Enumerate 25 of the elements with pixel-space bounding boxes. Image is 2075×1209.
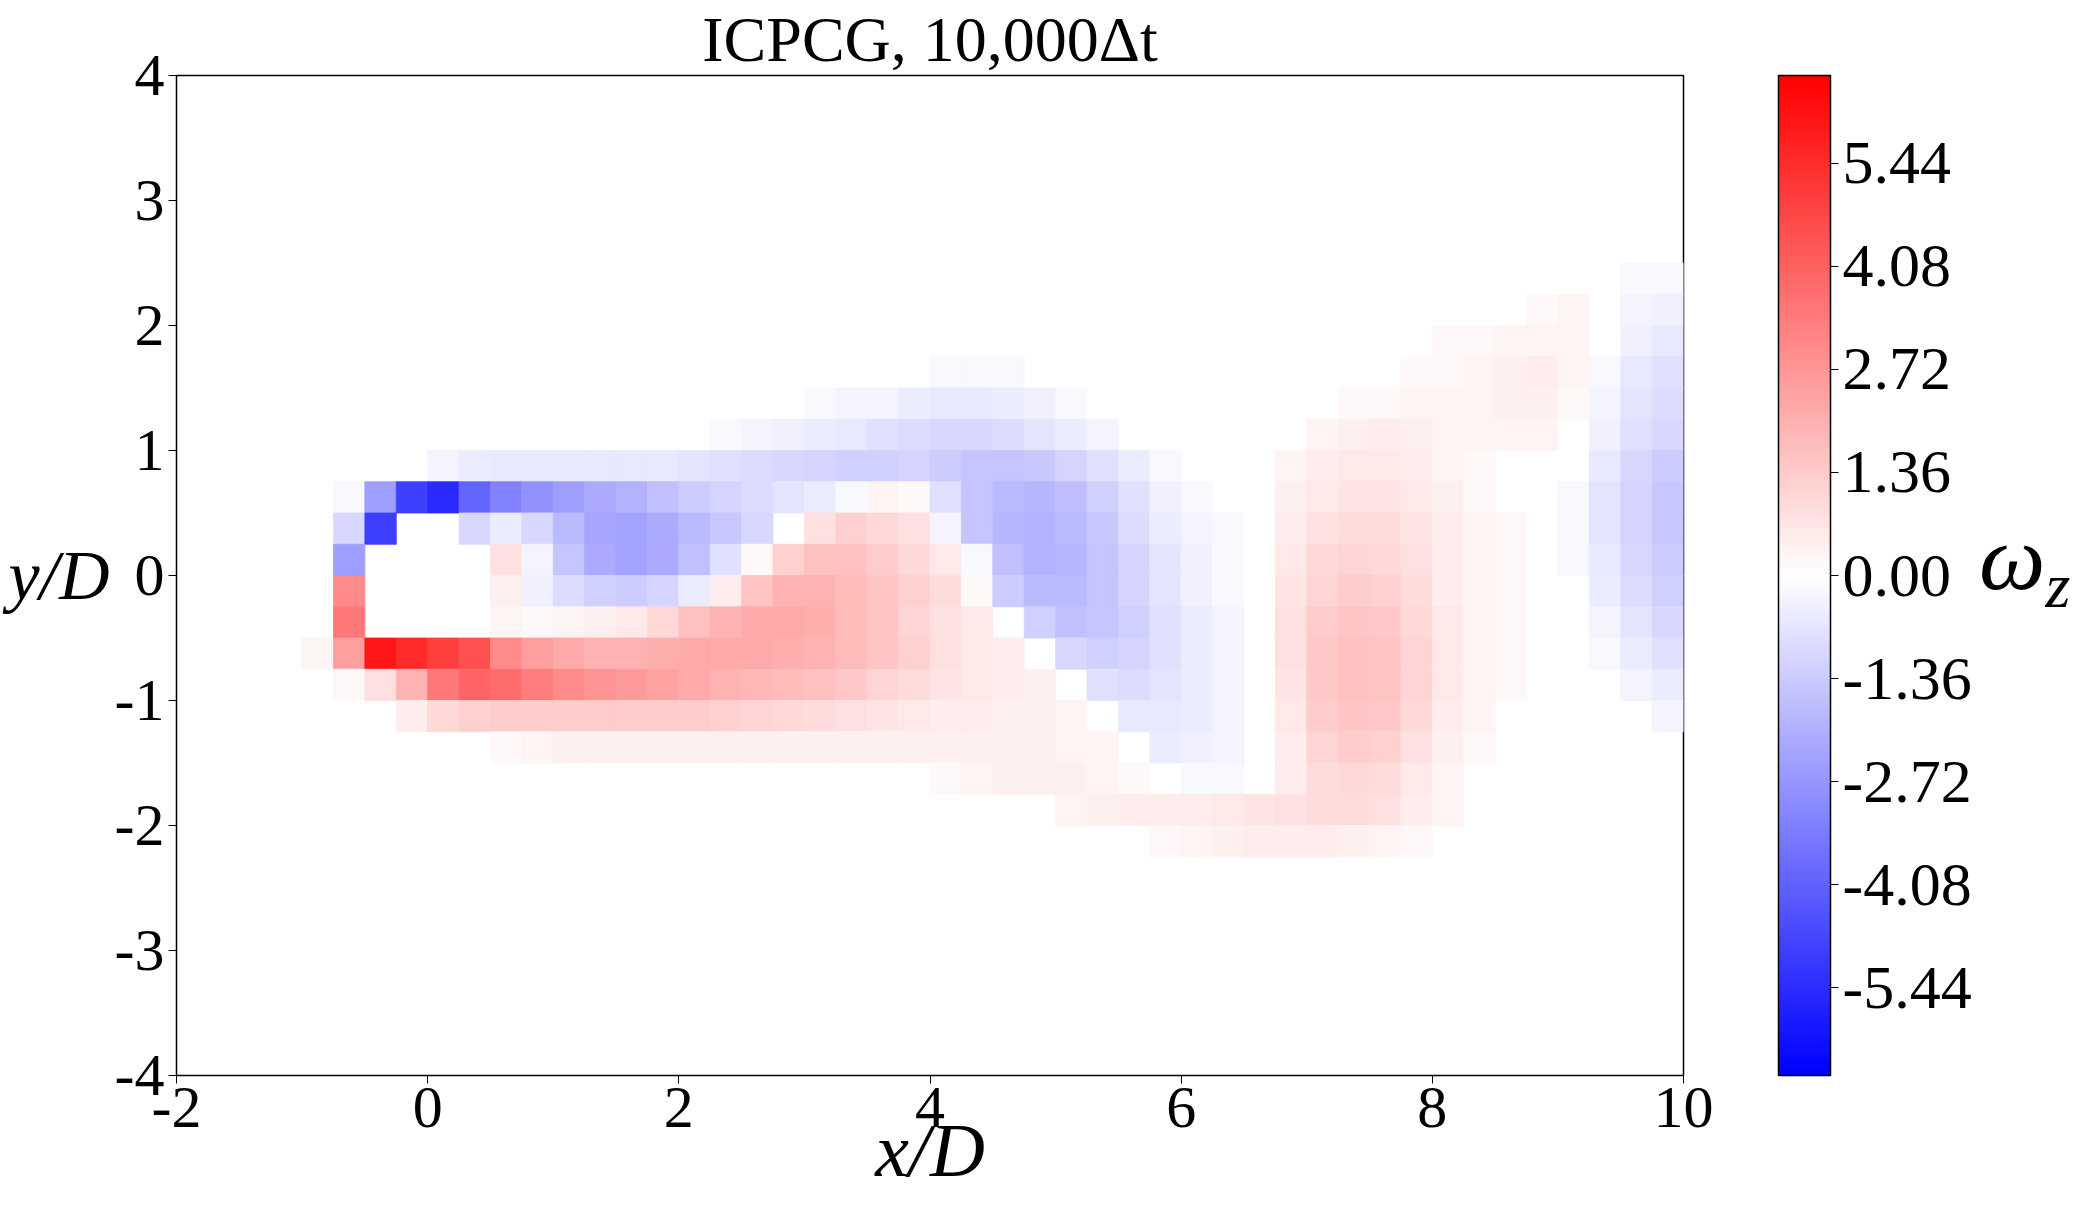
color-bar-label: 5.44 bbox=[1842, 128, 1951, 197]
y-tick-label: 0 bbox=[134, 542, 165, 608]
x-tick-label: 2 bbox=[663, 1073, 694, 1140]
color-bar-label: -1.36 bbox=[1842, 643, 1972, 712]
color-bar-label: -4.08 bbox=[1842, 849, 1972, 918]
color-bar-label: 4.08 bbox=[1842, 231, 1951, 300]
color-bar-label: 0.00 bbox=[1842, 540, 1951, 609]
y-tick-label: 2 bbox=[134, 292, 165, 358]
color-bar-label: -2.72 bbox=[1842, 746, 1972, 815]
chart-title: ICPCG, 10,000Δt bbox=[702, 3, 1158, 75]
y-axis-title: y/D bbox=[2, 537, 110, 614]
color-bar-label: -5.44 bbox=[1842, 952, 1972, 1021]
x-tick-label: 6 bbox=[1166, 1073, 1197, 1140]
y-tick-label: 3 bbox=[134, 167, 165, 233]
y-tick-label: 4 bbox=[134, 42, 165, 108]
x-tick-label: 10 bbox=[1653, 1073, 1714, 1140]
color-bar-label: 1.36 bbox=[1842, 437, 1951, 506]
color-bar-title: ω$_{z}$ bbox=[1979, 505, 2071, 621]
y-tick-label: 1 bbox=[134, 417, 165, 483]
y-tick-label: -2 bbox=[114, 792, 165, 858]
y-tick-label: -3 bbox=[114, 917, 165, 983]
x-tick-label: 0 bbox=[412, 1073, 443, 1140]
x-tick-label: 8 bbox=[1417, 1073, 1448, 1140]
y-tick-label: -1 bbox=[114, 667, 165, 733]
color-bar-label: 2.72 bbox=[1842, 334, 1951, 403]
